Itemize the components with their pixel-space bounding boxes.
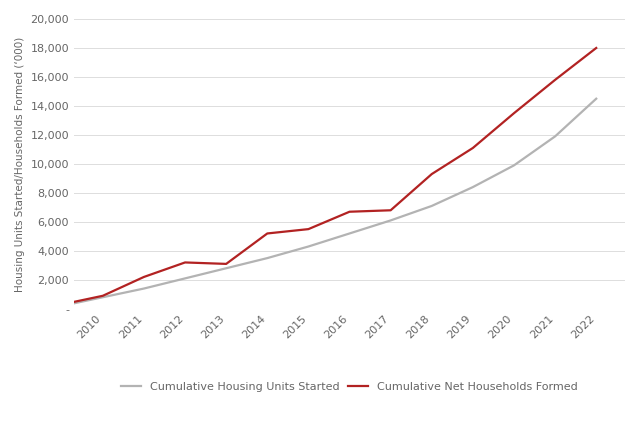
Cumulative Net Households Formed <box>593 45 600 51</box>
Cumulative Housing Units Started <box>428 203 436 209</box>
Cumulative Housing Units Started <box>387 218 394 223</box>
Cumulative Housing Units Started <box>140 286 148 291</box>
Cumulative Net Households Formed <box>305 227 312 232</box>
Cumulative Housing Units Started <box>222 265 230 271</box>
Cumulative Housing Units Started <box>593 96 600 101</box>
Legend: Cumulative Housing Units Started, Cumulative Net Households Formed: Cumulative Housing Units Started, Cumula… <box>116 377 582 396</box>
Cumulative Housing Units Started <box>99 294 107 300</box>
Cumulative Housing Units Started <box>58 303 65 309</box>
Cumulative Housing Units Started <box>469 184 477 190</box>
Line: Cumulative Net Households Formed: Cumulative Net Households Formed <box>61 48 596 305</box>
Cumulative Net Households Formed <box>181 260 189 265</box>
Cumulative Net Households Formed <box>264 231 271 236</box>
Cumulative Net Households Formed <box>99 293 107 298</box>
Cumulative Net Households Formed <box>58 302 65 307</box>
Cumulative Net Households Formed <box>387 207 394 213</box>
Cumulative Housing Units Started <box>181 276 189 281</box>
Cumulative Net Households Formed <box>428 171 436 177</box>
Cumulative Housing Units Started <box>346 231 353 236</box>
Cumulative Net Households Formed <box>469 145 477 151</box>
Cumulative Housing Units Started <box>510 163 518 168</box>
Cumulative Net Households Formed <box>551 77 559 83</box>
Line: Cumulative Housing Units Started: Cumulative Housing Units Started <box>61 99 596 306</box>
Cumulative Net Households Formed <box>346 209 353 215</box>
Cumulative Housing Units Started <box>551 134 559 139</box>
Cumulative Net Households Formed <box>222 261 230 267</box>
Cumulative Net Households Formed <box>510 111 518 116</box>
Cumulative Net Households Formed <box>140 274 148 280</box>
Cumulative Housing Units Started <box>305 244 312 249</box>
Y-axis label: Housing Units Started/Households Formed (‘000): Housing Units Started/Households Formed … <box>15 36 25 292</box>
Cumulative Housing Units Started <box>264 256 271 261</box>
